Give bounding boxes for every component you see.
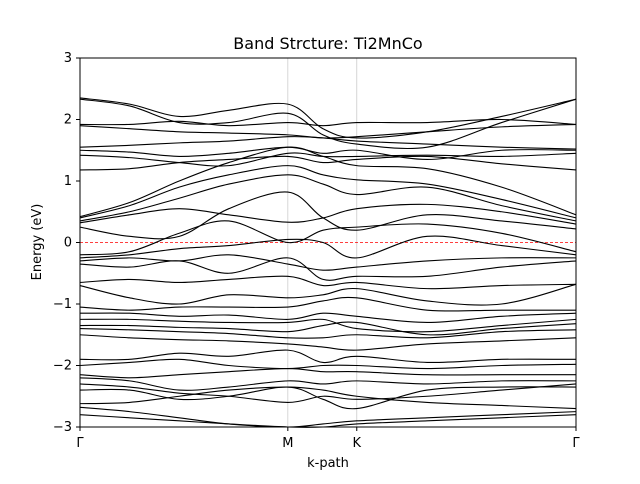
band-line-29 xyxy=(79,383,577,403)
band-line-14 xyxy=(79,235,577,259)
x-tick-label-0: Γ xyxy=(76,436,84,451)
band-line-1 xyxy=(79,98,577,150)
y-ticks: −3 −2 −1 0 1 2 3 xyxy=(53,51,80,435)
y-tick-label-6: 3 xyxy=(64,51,72,66)
band-line-0 xyxy=(79,97,577,139)
band-line-2 xyxy=(79,118,577,127)
band-line-6 xyxy=(79,152,577,167)
band-line-22 xyxy=(79,321,577,336)
x-tick-label-2: K xyxy=(353,436,362,451)
band-line-31 xyxy=(79,386,577,410)
x-axis-label: k-path xyxy=(307,456,349,471)
band-line-9 xyxy=(79,165,577,219)
band-line-28 xyxy=(79,377,577,391)
band-line-23 xyxy=(79,328,577,339)
band-line-15 xyxy=(79,254,577,271)
band-line-25 xyxy=(79,349,577,364)
y-tick-label-5: 2 xyxy=(64,113,72,128)
y-tick-label-3: 0 xyxy=(64,236,72,251)
band-line-24 xyxy=(79,334,577,351)
band-line-13 xyxy=(79,220,577,256)
band-line-12 xyxy=(79,191,577,240)
band-line-10 xyxy=(79,174,577,222)
y-tick-label-4: 1 xyxy=(64,174,72,189)
band-line-30 xyxy=(79,386,577,410)
x-tick-label-1: M xyxy=(282,436,293,451)
band-line-27 xyxy=(79,368,576,379)
band-line-32 xyxy=(79,406,577,428)
band-line-17 xyxy=(79,275,577,290)
band-line-20 xyxy=(79,312,577,324)
band-line-11 xyxy=(79,203,577,225)
y-tick-label-2: −1 xyxy=(53,297,72,312)
band-line-16 xyxy=(79,257,577,281)
band-line-8 xyxy=(79,146,577,218)
band-line-7 xyxy=(79,155,577,171)
band-line-21 xyxy=(79,318,577,333)
band-line-26 xyxy=(79,358,577,370)
bands-layer xyxy=(79,97,577,428)
band-line-19 xyxy=(79,296,576,312)
x-tick-label-3: Γ xyxy=(572,436,580,451)
band-line-5 xyxy=(79,146,577,161)
y-tick-label-0: −3 xyxy=(53,420,72,435)
y-axis-label: Energy (eV) xyxy=(30,204,45,281)
band-line-33 xyxy=(79,414,577,428)
band-line-18 xyxy=(79,283,577,306)
y-tick-label-1: −2 xyxy=(53,359,72,374)
band-line-4 xyxy=(79,136,577,150)
chart-title: Band Strcture: Ti2MnCo xyxy=(233,34,422,53)
